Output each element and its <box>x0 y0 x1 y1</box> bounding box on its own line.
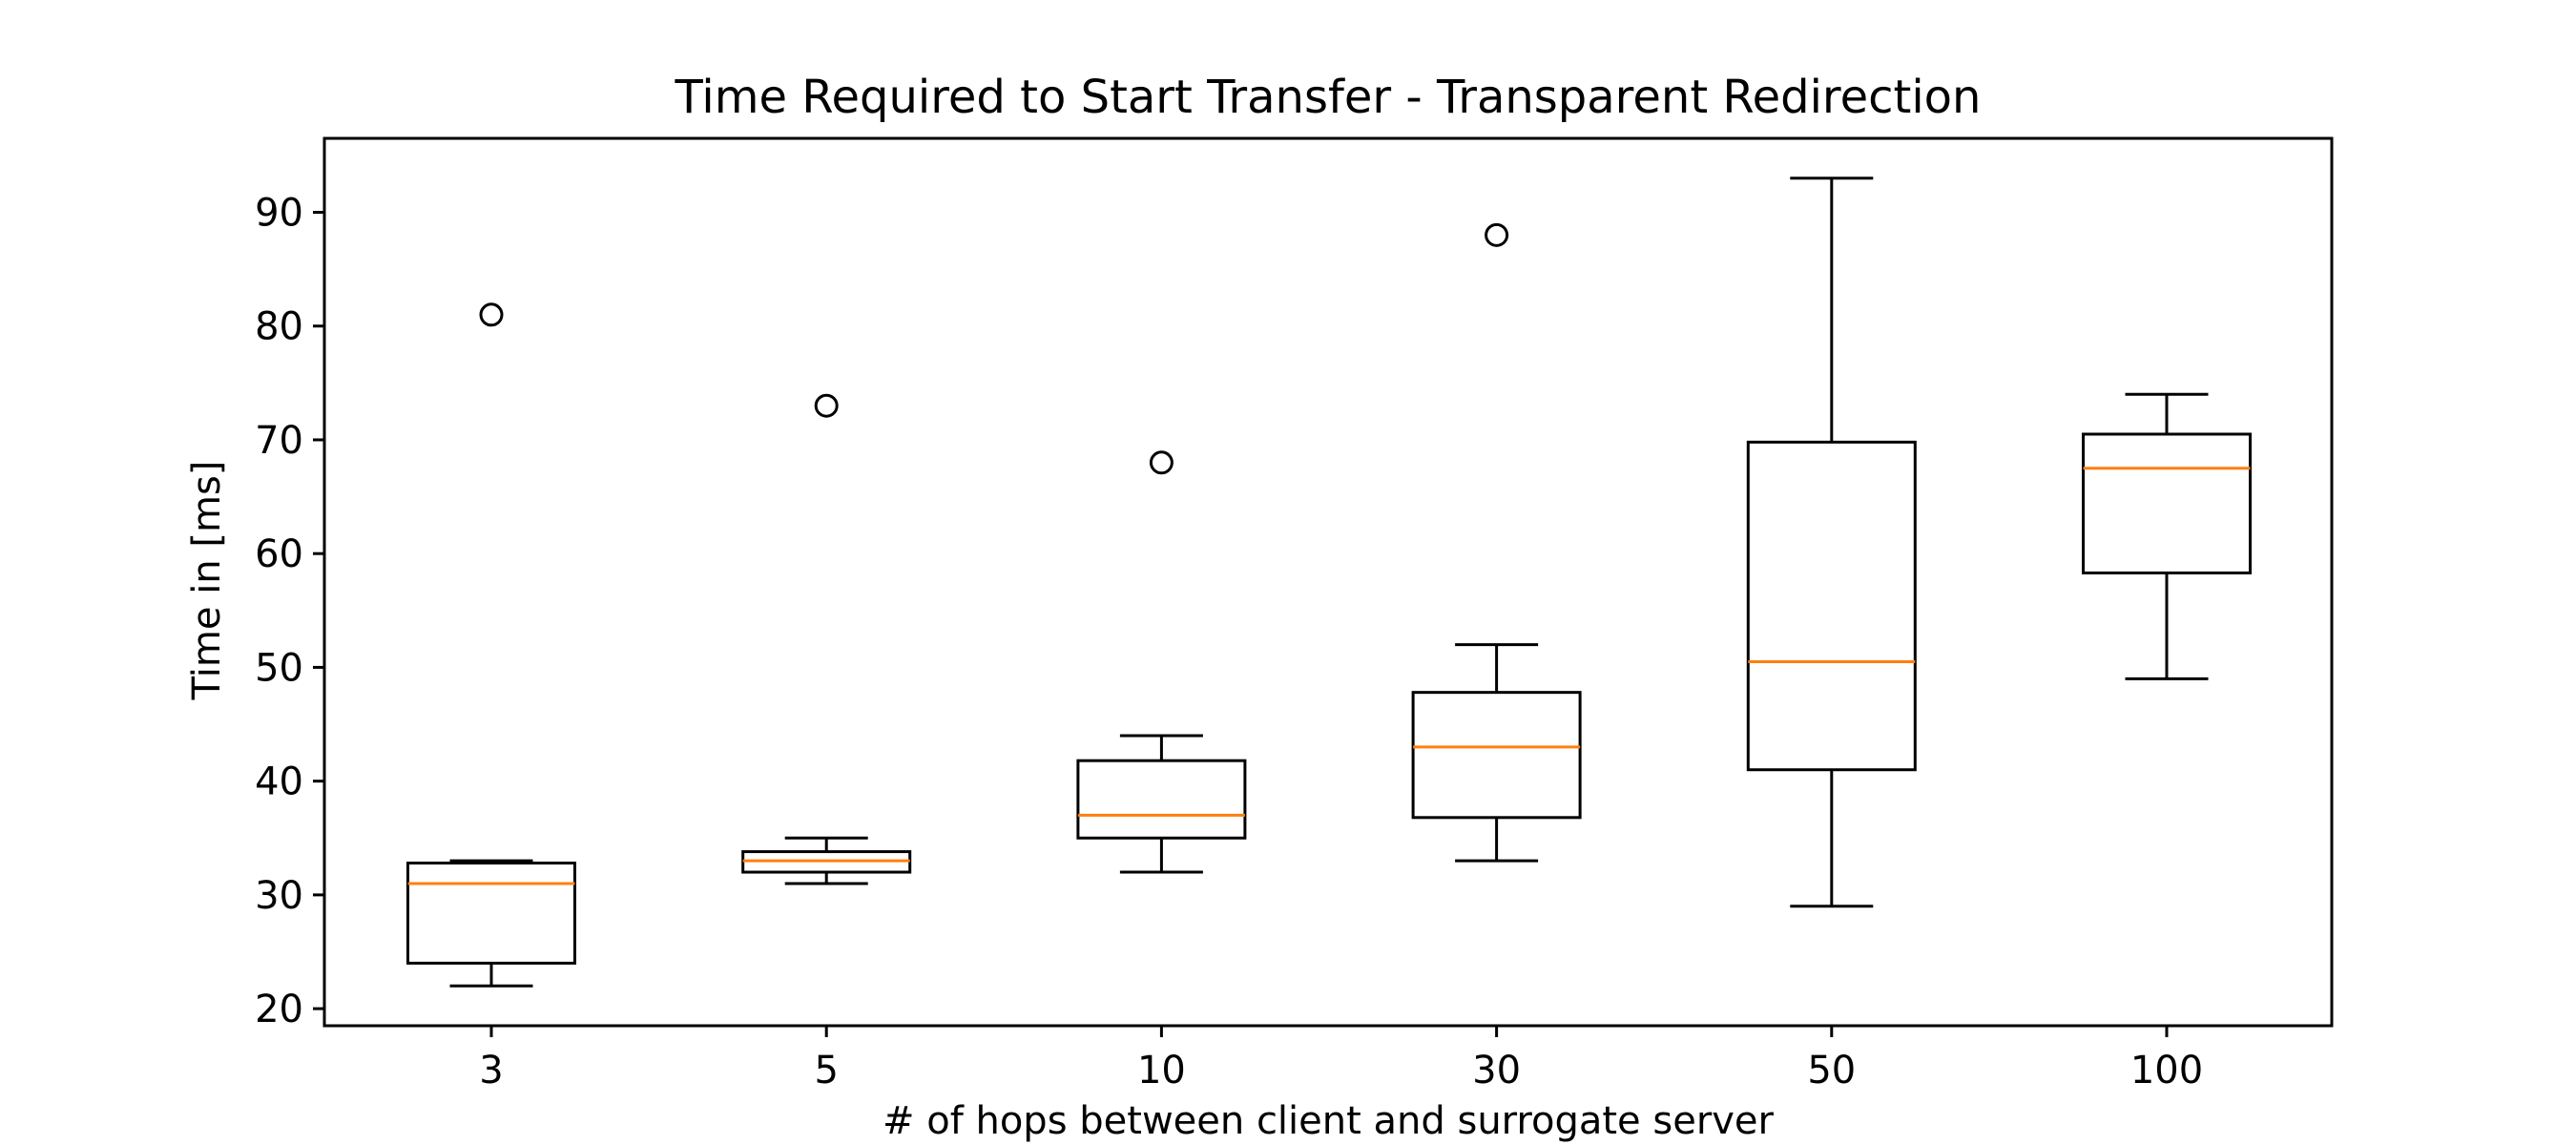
box-iqr <box>1076 759 1247 840</box>
x-tick-label: 30 <box>1472 1049 1521 1093</box>
box-iqr <box>406 862 576 965</box>
outlier-point <box>479 302 504 327</box>
box-iqr <box>1746 440 1917 772</box>
box-iqr <box>1411 691 1582 820</box>
y-tick-label: 70 <box>255 419 303 463</box>
x-tick-label: 100 <box>2130 1049 2203 1093</box>
outlier-point <box>1485 222 1509 247</box>
y-tick-label: 90 <box>255 192 303 236</box>
y-tick-label: 80 <box>255 305 303 349</box>
outlier-point <box>814 393 839 418</box>
x-axis-label: # of hops between client and surrogate s… <box>883 1099 1775 1143</box>
y-axis-label: Time in [ms] <box>185 461 229 701</box>
plot-marks: 20 30 40 50 60 70 80 90 3 5 10 30 50 100 <box>255 177 2252 1093</box>
y-tick-label: 30 <box>255 874 303 918</box>
y-tick-label: 50 <box>255 646 303 690</box>
y-tick-label: 20 <box>255 988 303 1031</box>
outlier-point <box>1149 450 1174 475</box>
chart-title: Time Required to Start Transfer - Transp… <box>675 71 1982 124</box>
y-tick-label: 60 <box>255 532 303 576</box>
x-tick-label: 5 <box>814 1049 838 1093</box>
x-tick-label: 3 <box>479 1049 503 1093</box>
x-tick-label: 10 <box>1137 1049 1186 1093</box>
plot-frame <box>322 136 2334 1028</box>
box-iqr <box>2082 432 2252 574</box>
x-tick-label: 50 <box>1807 1049 1856 1093</box>
y-tick-label: 40 <box>255 760 303 804</box>
